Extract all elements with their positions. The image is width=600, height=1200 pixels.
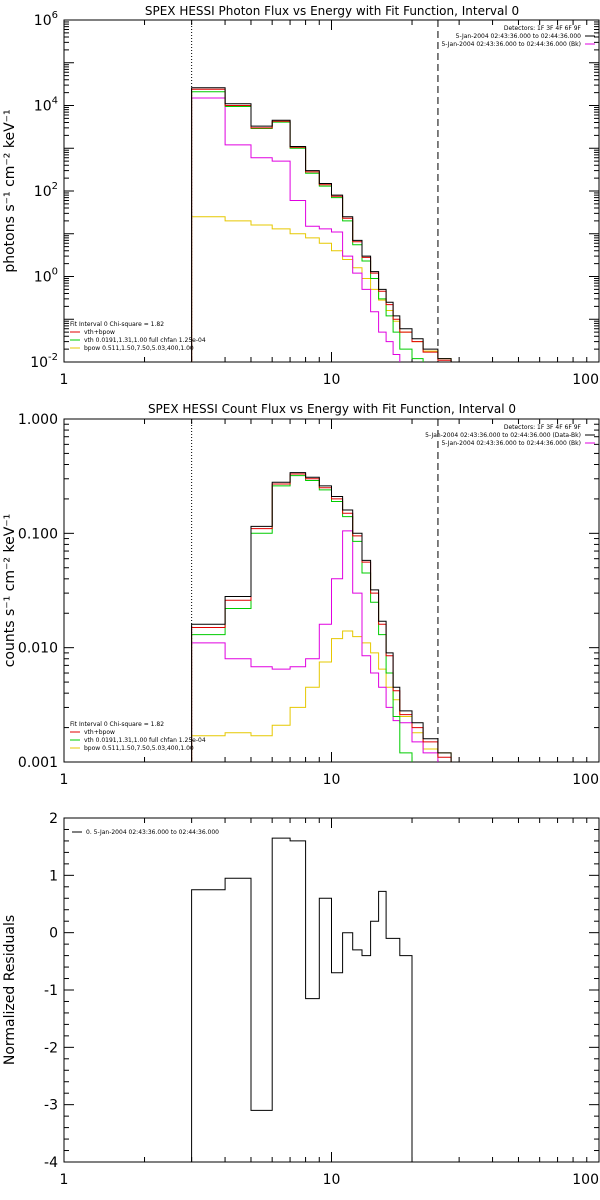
legend-top-right: Detectors: 1F 3F 4F 6F 9F5-Jan-2004 02:4…	[441, 25, 595, 48]
y-tick-label: 100	[34, 267, 58, 286]
y-tick-exponent: 0	[52, 267, 58, 278]
y-tick-base: 10	[34, 270, 52, 286]
y-tick-label: 1	[49, 868, 58, 884]
y-tick-label: -1	[44, 983, 58, 999]
legend-text: vth 0.0191,1.31,1.00 full chfan 1.25e-04	[84, 737, 206, 744]
series-total-line	[191, 87, 460, 362]
y-tick-label: 0.100	[18, 526, 58, 542]
plot-frame	[63, 817, 600, 1163]
legend-text: bpow 0.511,1.50,7.50,5.03,400,1.00	[84, 345, 194, 352]
legend-bottom-left: Fit Interval 0 Chi-square = 1.82vth+bpow…	[70, 721, 206, 752]
y-tick-label: 102	[34, 181, 58, 200]
x-tick-label: 100	[572, 372, 599, 388]
legend-text: Detectors: 1F 3F 4F 6F 9F	[504, 25, 582, 32]
residuals-panel: 1 10 100 -4 -3 -2 -1 0 1 2 Normalized Residuals 0. …	[2, 811, 600, 1188]
series-background-line	[191, 530, 439, 762]
y-tick-label: -2	[44, 1040, 58, 1056]
y-tick-label: -3	[44, 1098, 58, 1114]
y-axis-label: counts s⁻¹ cm⁻² keV⁻¹	[2, 514, 18, 668]
legend-text: bpow 0.511,1.50,7.50,5.03,400,1.00	[84, 745, 194, 752]
x-tick-label: 10	[323, 372, 341, 388]
y-tick-exponent: 6	[52, 10, 58, 21]
legend-bottom-left: Fit Interval 0 Chi-square = 1.82vth+bpow…	[70, 321, 206, 352]
series-background-line	[191, 97, 401, 362]
y-axis-label: photons s⁻¹ cm⁻² keV⁻¹	[2, 109, 18, 272]
x-axis: 1 10 100	[60, 419, 600, 788]
x-tick-label: 1	[60, 1172, 69, 1188]
y-tick-base: 10	[34, 184, 52, 200]
series-fit_sum-line	[191, 88, 460, 362]
legend-top-right: Detectors: 1F 3F 4F 6F 9F5-Jan-2004 02:4…	[425, 424, 595, 447]
legend-text: 5-Jan-2004 02:43:36.000 to 02:44:36.000 …	[425, 432, 581, 439]
legend-text: 5-Jan-2004 02:43:36.000 to 02:44:36.000	[456, 33, 582, 40]
x-axis: 1 10 100	[60, 20, 600, 388]
y-tick-label: 2	[49, 811, 58, 827]
y-axis-label: Normalized Residuals	[2, 915, 18, 1065]
x-tick-label: 10	[323, 1172, 341, 1188]
x-tick-label: 10	[323, 772, 341, 788]
series-vth-line	[191, 91, 424, 362]
y-tick-label: 104	[34, 96, 58, 115]
y-tick-label: 106	[34, 10, 58, 29]
y-axis: -4 -3 -2 -1 0 1 2	[44, 811, 599, 1171]
series-total-line	[191, 837, 413, 1162]
x-tick-label: 100	[572, 772, 599, 788]
photon-panel-title: SPEX HESSI Photon Flux vs Energy with Fi…	[145, 4, 519, 18]
y-tick-base: 10	[30, 355, 48, 371]
x-tick-label: 1	[60, 772, 69, 788]
y-tick-label: 0	[49, 926, 58, 942]
y-tick-exponent: 4	[52, 96, 58, 107]
x-axis: 1 10 100	[60, 818, 600, 1188]
y-tick-exponent: -2	[48, 352, 58, 363]
legend-text: vth+bpow	[84, 329, 115, 336]
series-fit_sum-line	[191, 473, 460, 762]
y-tick-exponent: 2	[52, 181, 58, 192]
y-tick-label: 1.000	[18, 412, 58, 428]
legend-text: vth 0.0191,1.31,1.00 full chfan 1.25e-04	[84, 337, 206, 344]
legend-text: 5-Jan-2004 02:43:36.000 to 02:44:36.000 …	[441, 440, 581, 447]
y-tick-base: 10	[34, 99, 52, 115]
y-tick-label: 0.010	[18, 641, 58, 657]
legend-text: 5-Jan-2004 02:43:36.000 to 02:44:36.000 …	[441, 41, 581, 48]
y-axis: 0.001 0.010 0.100 1.000	[18, 412, 599, 771]
legend-text: Fit Interval 0 Chi-square = 1.82	[70, 721, 164, 728]
series-total-line	[191, 472, 460, 762]
photon-flux-panel: SPEX HESSI Photon Flux vs Energy with Fi…	[2, 4, 600, 388]
y-tick-label: 0.001	[18, 755, 58, 771]
legend-top-left: 0. 5-Jan-2004 02:43:36.000 to 02:44:36.0…	[72, 829, 219, 836]
x-tick-label: 1	[60, 372, 69, 388]
legend-text: Fit Interval 0 Chi-square = 1.82	[70, 321, 164, 328]
legend-text: Detectors: 1F 3F 4F 6F 9F	[504, 424, 582, 431]
count-panel-title: SPEX HESSI Count Flux vs Energy with Fit…	[148, 402, 516, 416]
y-tick-base: 10	[34, 13, 52, 29]
count-flux-panel: SPEX HESSI Count Flux vs Energy with Fit…	[2, 402, 600, 788]
y-tick-label: 10-2	[30, 352, 58, 371]
legend-text: 0. 5-Jan-2004 02:43:36.000 to 02:44:36.0…	[86, 829, 219, 836]
x-tick-label: 100	[572, 1172, 599, 1188]
legend-text: vth+bpow	[84, 729, 115, 736]
y-tick-label: -4	[44, 1155, 58, 1171]
